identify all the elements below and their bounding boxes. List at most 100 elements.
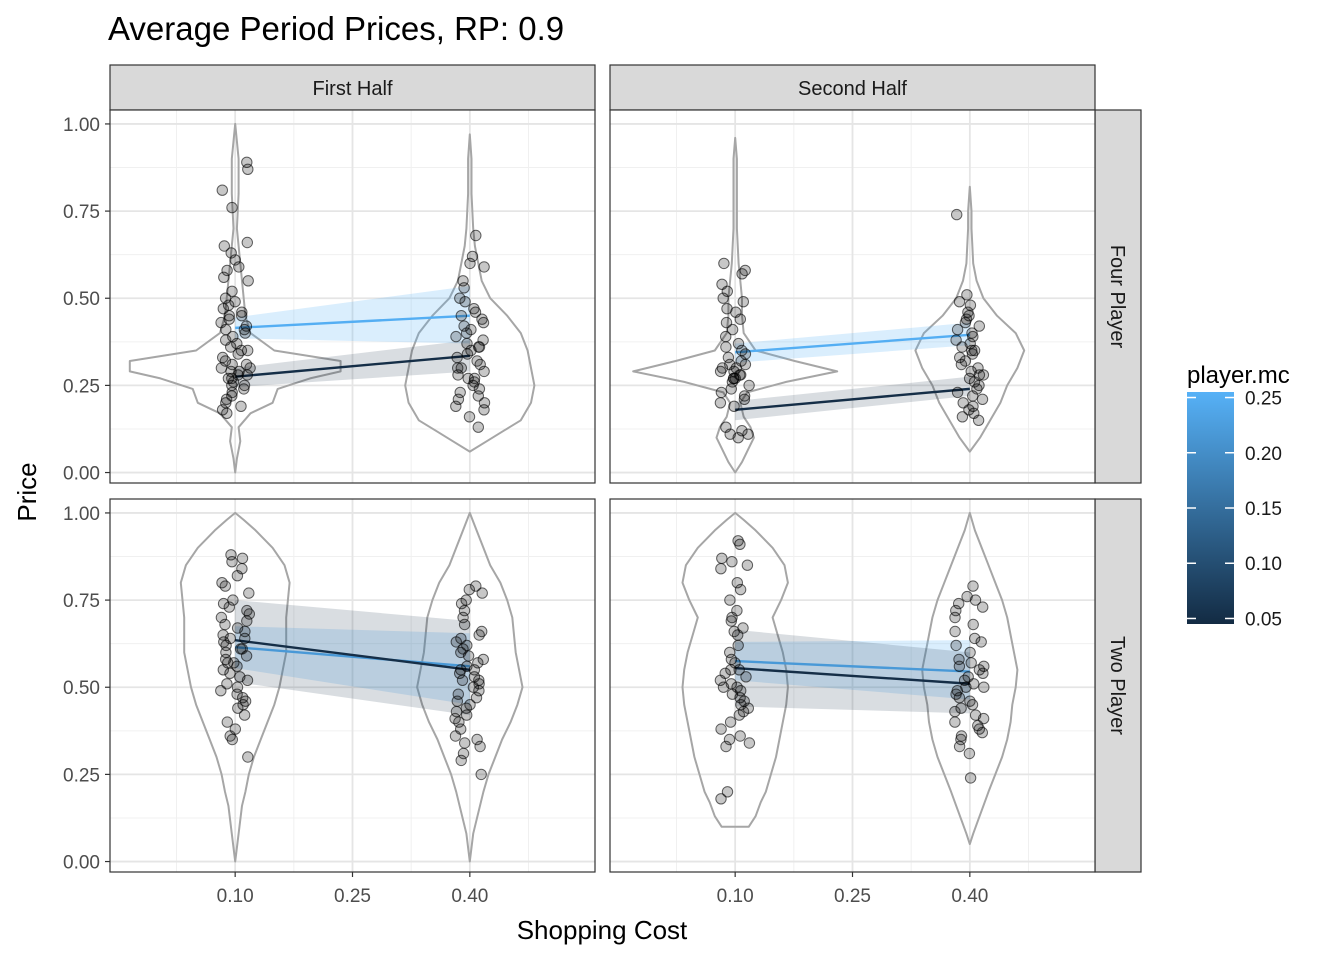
data-point <box>743 379 755 392</box>
data-point <box>455 664 467 676</box>
y-tick-label: 0.75 <box>63 591 100 612</box>
data-point <box>462 372 474 385</box>
data-point <box>724 594 736 606</box>
x-axis-title: Shopping Cost <box>517 915 688 945</box>
data-point <box>961 289 973 301</box>
data-point <box>453 716 465 728</box>
data-point <box>219 580 232 592</box>
legend-title: player.mc <box>1187 362 1290 389</box>
data-point <box>471 355 483 367</box>
data-point <box>955 733 967 746</box>
data-point <box>225 247 237 259</box>
data-point <box>963 747 976 760</box>
data-point <box>732 629 744 641</box>
data-point <box>449 730 462 742</box>
data-point <box>231 688 243 700</box>
data-point <box>726 556 738 568</box>
data-point <box>732 432 744 444</box>
x-tick-label: 0.10 <box>717 886 754 907</box>
legend-label: 0.10 <box>1245 554 1282 575</box>
data-point <box>959 316 972 329</box>
data-point <box>455 754 467 767</box>
facet-row-strip-2: Two Player <box>1094 498 1142 873</box>
data-point <box>951 323 964 336</box>
data-point <box>949 611 961 624</box>
x-tick-label: 0.40 <box>451 886 488 907</box>
violin-1 <box>128 122 342 474</box>
data-point <box>241 615 253 627</box>
data-point <box>734 313 746 325</box>
data-point <box>232 702 244 714</box>
data-point <box>976 726 988 739</box>
data-point <box>240 358 253 371</box>
y-axis-title: Price <box>12 462 42 521</box>
data-point <box>226 201 238 214</box>
data-point <box>461 348 474 360</box>
data-point <box>739 358 752 371</box>
data-point <box>715 793 727 805</box>
data-point <box>471 733 483 746</box>
data-point <box>951 386 964 399</box>
data-point <box>456 674 469 686</box>
facet-label-1: First Half <box>313 78 393 100</box>
data-point <box>243 608 256 620</box>
y-tick-label: 0.75 <box>63 202 100 223</box>
data-point <box>216 184 229 196</box>
data-point <box>956 341 968 353</box>
y-tick-label: 0.50 <box>63 678 100 699</box>
data-point <box>741 559 754 571</box>
data-point <box>236 552 249 564</box>
data-point <box>720 330 732 343</box>
data-point <box>975 636 987 648</box>
data-point <box>736 425 748 437</box>
data-point <box>458 604 471 617</box>
data-point <box>721 285 733 297</box>
y-tick-label: 0.00 <box>63 853 100 874</box>
data-point <box>467 681 480 693</box>
data-point <box>218 240 231 252</box>
fit-line-1 <box>235 314 470 330</box>
data-point <box>226 556 238 568</box>
y-tick-label: 1.00 <box>63 504 100 525</box>
data-point <box>238 709 251 721</box>
data-point <box>224 667 236 679</box>
data-point <box>217 597 230 610</box>
data-point <box>720 740 732 753</box>
data-point <box>454 386 466 399</box>
data-point <box>472 341 485 353</box>
data-point <box>472 421 484 433</box>
facet-row-strip-1: Four Player <box>1094 109 1142 484</box>
y-tick-label: 1.00 <box>63 115 100 136</box>
data-point <box>732 337 745 350</box>
data-point <box>238 383 250 395</box>
data-point <box>222 657 234 669</box>
data-point <box>726 323 739 336</box>
data-point <box>972 414 985 426</box>
data-point <box>239 632 251 645</box>
chart-title: Average Period Prices, RP: 0.9 <box>108 10 564 47</box>
fit-ribbon-2 <box>735 629 970 714</box>
data-point <box>450 636 462 648</box>
data-point <box>734 730 746 742</box>
data-point <box>954 351 966 364</box>
legend-label: 0.15 <box>1245 499 1282 520</box>
data-point <box>469 306 482 318</box>
fit-line-1 <box>235 645 470 668</box>
data-point <box>452 393 465 405</box>
data-point <box>234 643 247 655</box>
data-point <box>728 400 740 412</box>
data-point <box>219 355 232 367</box>
data-point <box>951 208 963 221</box>
data-point <box>967 618 979 631</box>
data-point <box>953 296 966 308</box>
data-point <box>238 379 251 392</box>
data-point <box>450 705 463 718</box>
data-point <box>714 674 727 686</box>
data-point <box>976 393 989 405</box>
panel-4: 0.10 0.25 0.40 <box>609 498 1096 907</box>
panel-border <box>609 109 1096 484</box>
violin-1 <box>681 511 789 828</box>
violin-2 <box>404 133 536 453</box>
data-point <box>953 597 965 610</box>
data-point <box>966 699 979 711</box>
